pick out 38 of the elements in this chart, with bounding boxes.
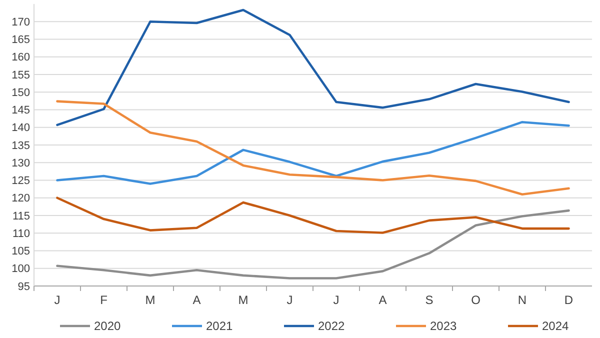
x-tick-label: F bbox=[100, 293, 108, 307]
x-tick-label: J bbox=[54, 293, 60, 307]
y-tick-label: 110 bbox=[12, 228, 30, 240]
y-tick-label: 135 bbox=[12, 140, 30, 152]
line-series bbox=[56, 196, 570, 234]
y-tick-label: 100 bbox=[12, 263, 30, 276]
x-tick-label: M bbox=[145, 293, 156, 307]
y-tick-label: 120 bbox=[12, 192, 30, 205]
y-tick-label: 160 bbox=[12, 52, 30, 64]
x-tick-label: A bbox=[192, 293, 201, 307]
line-series bbox=[56, 120, 570, 185]
legend-label: 2021 bbox=[206, 319, 234, 334]
y-tick-label: 140 bbox=[12, 122, 30, 134]
line-series bbox=[56, 100, 570, 196]
x-tick-label: J bbox=[333, 293, 340, 307]
x-tick-label: S bbox=[425, 293, 434, 307]
x-tick-label: N bbox=[518, 293, 527, 307]
y-tick-label: 170 bbox=[12, 16, 30, 28]
legend-label: 2024 bbox=[542, 319, 570, 334]
x-tick-label: M bbox=[238, 293, 248, 307]
y-tick-label: 115 bbox=[12, 210, 30, 222]
y-tick-label: 105 bbox=[12, 246, 30, 258]
y-tick-label: 130 bbox=[12, 157, 30, 170]
x-tick-label: D bbox=[564, 293, 574, 307]
line-series bbox=[56, 8, 570, 126]
line-series bbox=[56, 209, 570, 280]
x-tick-label: A bbox=[378, 293, 387, 307]
legend-label: 2020 bbox=[94, 319, 122, 334]
y-tick-label: 95 bbox=[18, 280, 30, 293]
legend-label: 2022 bbox=[318, 319, 346, 334]
y-tick-label: 150 bbox=[12, 86, 30, 99]
y-tick-label: 165 bbox=[12, 34, 30, 46]
y-tick-label: 155 bbox=[12, 69, 30, 82]
y-tick-label: 145 bbox=[12, 104, 30, 117]
x-tick-label: J bbox=[286, 293, 293, 307]
y-tick-label: 125 bbox=[12, 175, 30, 188]
x-tick-label: O bbox=[471, 293, 480, 307]
legend-label: 2023 bbox=[430, 319, 458, 334]
